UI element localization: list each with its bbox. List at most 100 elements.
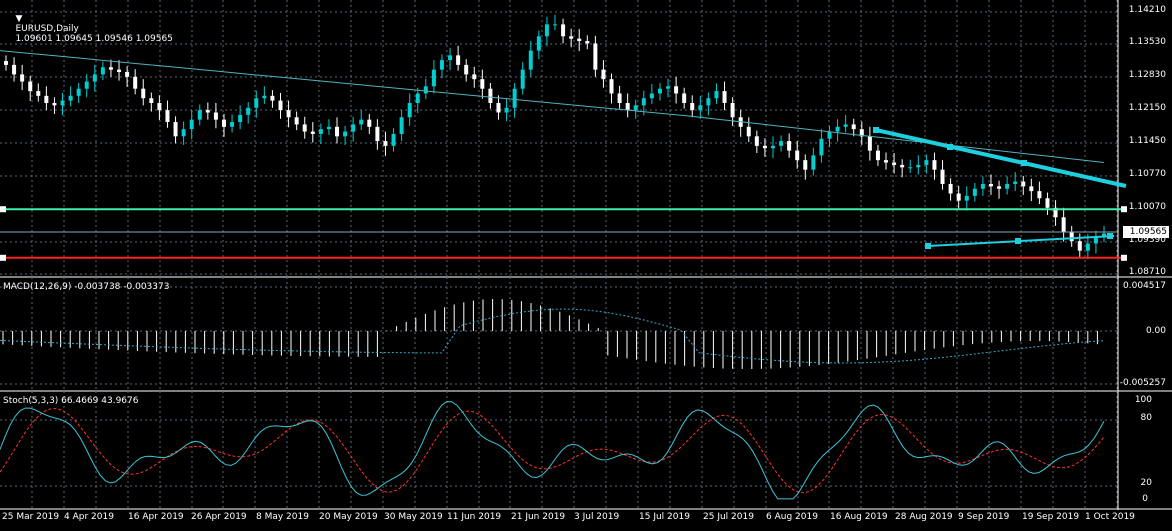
candle-body <box>92 74 97 82</box>
macd-tick-max: 0.004517 <box>1123 281 1166 291</box>
candle-body <box>585 41 590 44</box>
candle-body <box>238 114 243 123</box>
candle-body <box>690 102 695 111</box>
candle-body <box>472 74 477 80</box>
candle-body <box>173 122 178 137</box>
candle-body <box>294 117 299 125</box>
candle-body <box>762 145 767 149</box>
candle-body <box>988 183 993 187</box>
candle-body <box>972 188 977 196</box>
candle-body <box>997 186 1002 189</box>
trendline-handle <box>1021 160 1027 166</box>
candle-body <box>343 131 348 137</box>
price-tick-7: 1.10070 <box>1128 202 1166 212</box>
candle-body <box>76 88 81 96</box>
candle-body <box>326 126 331 130</box>
candle-body <box>884 160 889 163</box>
date-label: 28 Aug 2019 <box>895 512 953 522</box>
candle-body <box>520 69 525 89</box>
price-tick-5: 1.11450 <box>1128 136 1166 146</box>
stoch-label: Stoch(5,3,3) 66.4669 43.9676 <box>3 396 139 406</box>
candle-body <box>795 150 800 161</box>
candle-body <box>892 162 897 165</box>
candle-body <box>1021 181 1026 187</box>
candle-body <box>641 98 646 106</box>
candle-body <box>746 126 751 137</box>
candle-body <box>1085 243 1090 251</box>
trendline-handle <box>947 144 953 150</box>
candle-body <box>779 141 784 146</box>
candle-body <box>843 124 848 127</box>
candle-body <box>165 110 170 123</box>
candle-body <box>60 100 65 106</box>
candle-body <box>617 93 622 103</box>
candle-body <box>189 119 194 130</box>
candle-body <box>787 141 792 151</box>
candle-body <box>302 124 307 132</box>
candle-body <box>423 86 428 94</box>
candle-body <box>464 64 469 75</box>
candle-body <box>125 72 130 77</box>
candle-body <box>714 91 719 99</box>
candle-body <box>706 98 711 106</box>
date-label: 25 Mar 2019 <box>2 512 60 522</box>
candle-body <box>157 102 162 111</box>
date-label: 25 Jul 2019 <box>703 512 754 522</box>
candle-body <box>577 38 582 42</box>
candle-body <box>553 24 557 26</box>
date-label: 15 Jul 2019 <box>639 512 690 522</box>
candle-body <box>1102 233 1106 237</box>
candle-body <box>488 88 493 103</box>
candle-body <box>827 131 832 139</box>
candle-body <box>544 24 549 37</box>
date-label: 26 Apr 2019 <box>191 512 247 522</box>
candle-body <box>956 193 961 201</box>
price-tick-8: 1.09390 <box>1128 235 1166 245</box>
candle-body <box>625 102 630 111</box>
line-handle <box>0 206 6 213</box>
candle-body <box>512 88 517 108</box>
chart-title: ▼ EURUSD,Daily 1.09601 1.09645 1.09546 1… <box>4 4 172 54</box>
candle-body <box>149 98 154 103</box>
candle-body <box>181 129 186 137</box>
candle-body <box>633 105 638 111</box>
dropdown-icon[interactable]: ▼ <box>15 14 23 24</box>
candle-body <box>415 93 420 103</box>
line-handle <box>1121 206 1127 213</box>
candle-body <box>383 141 388 146</box>
candle-body <box>932 160 937 170</box>
candle-body <box>1053 207 1058 218</box>
current-price-badge: 1.09565 <box>1123 226 1169 238</box>
date-label: 16 Aug 2019 <box>830 512 888 522</box>
candle-body <box>44 95 49 103</box>
candle-body <box>375 126 380 142</box>
line-handle <box>1121 254 1127 261</box>
candle-body <box>875 150 880 161</box>
candle-body <box>1037 191 1042 199</box>
candle-body <box>1005 183 1010 189</box>
candle-body <box>68 95 73 101</box>
stoch-tick-80: 80 <box>1140 413 1152 423</box>
candle-body <box>117 69 122 73</box>
stoch-tick-100: 100 <box>1134 395 1152 405</box>
candle-body <box>569 36 574 39</box>
candle-body <box>262 95 267 99</box>
candle-body <box>980 183 985 189</box>
candle-body <box>1069 231 1074 242</box>
stoch-tick-0: 0 <box>1142 494 1148 504</box>
candle-body <box>407 102 412 118</box>
candle-body <box>666 86 671 89</box>
candle-body <box>230 122 235 127</box>
stoch-main-line <box>0 401 1105 500</box>
candle-body <box>609 79 614 94</box>
candle-body <box>835 126 840 132</box>
candle-body <box>674 86 679 94</box>
candle-body <box>439 60 444 70</box>
date-label: 21 Jun 2019 <box>511 512 566 522</box>
candle-body <box>351 124 356 132</box>
candle-body <box>221 119 226 127</box>
candle-body <box>1029 186 1034 192</box>
candle-body <box>924 160 929 165</box>
